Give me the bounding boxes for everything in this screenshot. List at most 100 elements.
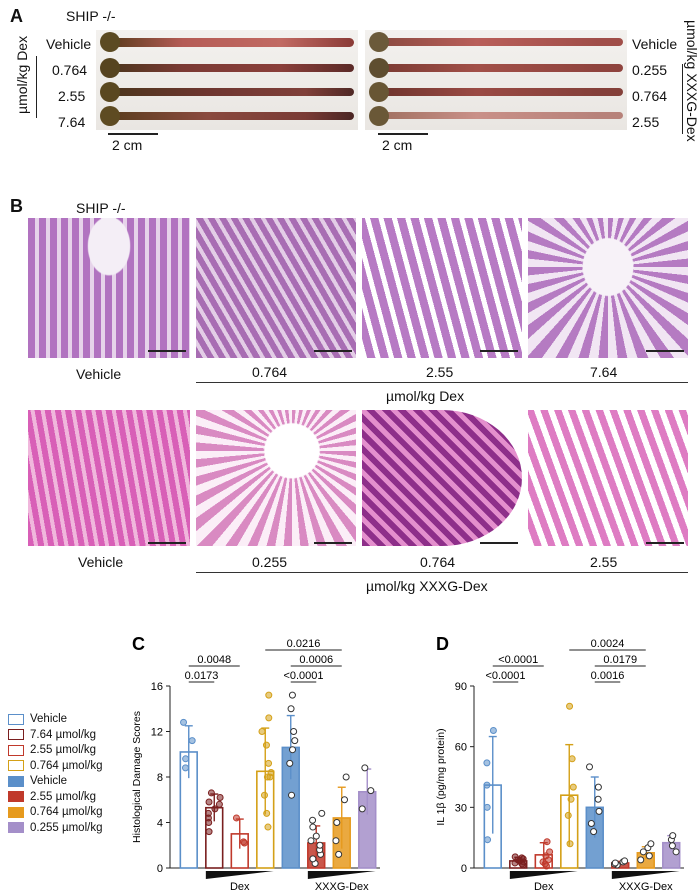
data-point (341, 796, 349, 804)
data-point (264, 823, 272, 831)
legend-item: 2.55 µmol/kg (8, 791, 96, 803)
panel-b-genotype: SHIP -/- (76, 200, 126, 216)
row-label: 7.64 (58, 114, 86, 130)
stomach-blob (100, 58, 120, 78)
row-label: 0.255 (632, 62, 668, 78)
data-point (309, 823, 317, 831)
data-point (267, 768, 275, 776)
legend-label: 2.55 µmol/kg (30, 790, 97, 803)
legend-swatch (8, 713, 24, 725)
histology-image (28, 218, 190, 358)
row-label: 0.764 (632, 88, 668, 104)
intestine-strip (379, 112, 623, 119)
data-point (263, 773, 271, 781)
data-point (262, 741, 270, 749)
data-point (568, 755, 576, 763)
y-tick-label: 0 (157, 863, 163, 875)
data-point (489, 726, 497, 734)
p-value: 0.0024 (591, 638, 625, 650)
histology-label: 0.764 (252, 364, 288, 380)
data-point (647, 840, 655, 848)
data-point (181, 764, 189, 772)
p-value: 0.0048 (197, 654, 231, 666)
stomach-blob (369, 106, 389, 126)
data-point (358, 805, 366, 813)
y-tick-label: 90 (455, 681, 467, 693)
stomach-blob (369, 82, 389, 102)
intestine-strip (379, 88, 623, 96)
data-point (180, 718, 188, 726)
data-point (518, 854, 526, 862)
panel-a-right-photo (365, 30, 627, 130)
panel-letter: D (436, 634, 449, 654)
data-point (205, 798, 213, 806)
histology-image (28, 410, 190, 546)
p-value: <0.0001 (498, 654, 538, 666)
data-point (263, 809, 271, 817)
legend-swatch (8, 744, 24, 756)
data-point (204, 809, 212, 817)
y-tick-label: 4 (157, 818, 163, 830)
data-point (483, 759, 491, 767)
data-point (309, 855, 317, 863)
data-point (307, 837, 315, 845)
data-point (595, 807, 603, 815)
data-point (312, 832, 320, 840)
chart-d: D 0 30 60 90 IL 1β (pg/mg protein) <0.0001 <0.0… (435, 634, 684, 892)
data-point (669, 832, 677, 840)
panel-a-left-photo (96, 30, 358, 130)
legend-item: Vehicle (8, 775, 67, 787)
data-point (594, 795, 602, 803)
row-label: Vehicle (46, 36, 92, 52)
stomach-blob (100, 106, 120, 126)
intestine-strip (110, 112, 354, 120)
data-point (484, 836, 492, 844)
group-line (196, 382, 688, 383)
data-point (265, 759, 273, 767)
group-label: XXXG-Dex (315, 881, 369, 892)
histology-image (362, 218, 522, 358)
row-label: Vehicle (632, 36, 678, 52)
y-tick-label: 0 (461, 863, 467, 875)
histology-image (196, 218, 356, 358)
data-point (211, 805, 219, 813)
data-point (288, 691, 296, 699)
bracket-line (36, 56, 37, 118)
data-point (216, 793, 224, 801)
histology-label: Vehicle (78, 554, 124, 570)
data-point (316, 841, 324, 849)
legend-swatch (8, 822, 24, 833)
y-tick-label: 12 (151, 727, 163, 739)
y-axis-label: Histological Damage Scores (131, 711, 143, 843)
intestine-strip (110, 64, 354, 72)
legend-swatch (8, 775, 24, 787)
data-point (309, 816, 317, 824)
intestine-strip (379, 38, 623, 46)
legend-item: Vehicle (8, 713, 67, 725)
p-value: 0.0216 (287, 638, 321, 650)
data-point (511, 853, 519, 861)
data-point (361, 764, 369, 772)
legend-label: 0.764 µmol/kg (30, 806, 103, 818)
data-point (289, 746, 297, 754)
data-point (594, 783, 602, 791)
group-label: Dex (230, 881, 250, 892)
data-point (260, 791, 268, 799)
data-point (672, 848, 680, 856)
y-tick-label: 16 (151, 681, 163, 693)
scale-bar (480, 542, 518, 544)
data-point (232, 814, 240, 822)
data-point (207, 789, 215, 797)
data-point (335, 850, 343, 858)
data-point (258, 728, 266, 735)
row-label: 2.55 (58, 88, 86, 104)
data-point (645, 852, 653, 860)
histology-label: 7.64 (590, 364, 618, 380)
scale-label: 2 cm (112, 137, 143, 153)
legend-label: Vehicle (30, 775, 68, 787)
row-label: 0.764 (52, 62, 88, 78)
legend-label: 0.255 µmol/kg (30, 821, 103, 834)
data-point (188, 737, 196, 745)
data-point (564, 811, 572, 819)
intestine-strip (110, 88, 354, 96)
